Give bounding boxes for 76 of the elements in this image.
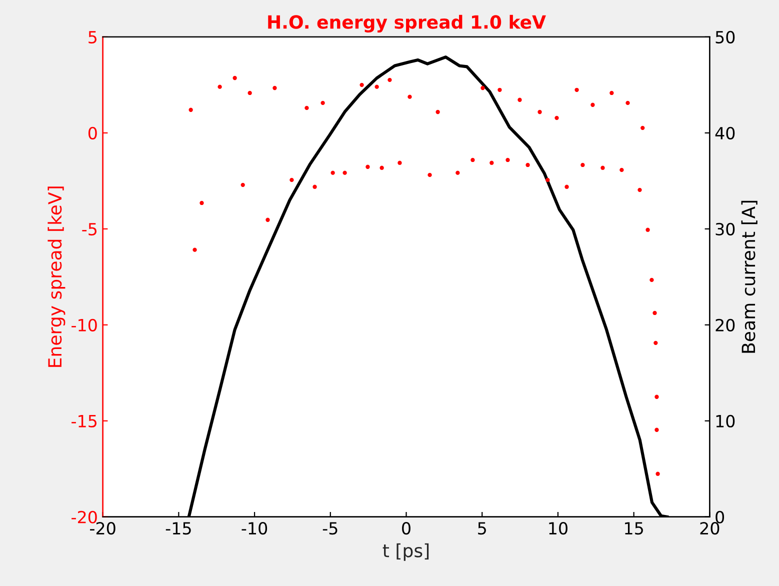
point bbox=[498, 88, 502, 92]
point bbox=[240, 182, 245, 188]
point bbox=[266, 218, 270, 222]
point bbox=[480, 86, 485, 90]
point bbox=[192, 248, 197, 252]
point bbox=[428, 172, 432, 178]
point bbox=[232, 76, 237, 80]
point bbox=[342, 170, 347, 175]
point bbox=[330, 170, 335, 175]
point bbox=[200, 200, 204, 206]
point bbox=[380, 166, 384, 170]
chart-title: H.O. energy spread 1.0 keV bbox=[268, 14, 546, 32]
y-tick-label: -10 bbox=[72, 318, 97, 332]
point bbox=[580, 162, 585, 168]
y-tick-label: -5 bbox=[82, 223, 97, 236]
point bbox=[554, 116, 559, 120]
point bbox=[470, 158, 475, 162]
y2-axis-title: Beam current [A] bbox=[741, 200, 758, 353]
point bbox=[610, 90, 614, 96]
point bbox=[218, 84, 222, 89]
y-tick-label: -20 bbox=[72, 510, 97, 524]
y2-tick-label: 30 bbox=[716, 222, 735, 236]
point bbox=[304, 106, 309, 110]
point bbox=[366, 164, 370, 169]
point bbox=[640, 126, 645, 130]
point bbox=[600, 166, 605, 170]
point bbox=[646, 228, 650, 232]
point bbox=[398, 160, 402, 165]
point bbox=[526, 162, 530, 168]
point bbox=[564, 184, 569, 189]
x-axis-title: t [ps] bbox=[382, 543, 429, 561]
point bbox=[320, 100, 325, 106]
point bbox=[456, 170, 460, 175]
point bbox=[652, 310, 657, 316]
y2-tick-label: 20 bbox=[716, 318, 735, 332]
point bbox=[546, 178, 550, 182]
point bbox=[290, 178, 294, 182]
point bbox=[506, 158, 510, 162]
point bbox=[248, 90, 252, 96]
x-tick-label: 15 bbox=[625, 522, 643, 535]
y-axis-title: Energy spread [keV] bbox=[48, 186, 66, 367]
y-tick-label: 0 bbox=[88, 126, 97, 140]
point bbox=[656, 472, 660, 476]
point bbox=[360, 82, 364, 87]
y2-tick-label: 0 bbox=[716, 510, 724, 524]
point bbox=[574, 88, 579, 92]
point bbox=[654, 340, 658, 346]
point bbox=[312, 184, 317, 189]
x-tick-label: -10 bbox=[242, 522, 268, 535]
point bbox=[654, 428, 659, 432]
point bbox=[654, 394, 659, 399]
x-tick-label: 20 bbox=[700, 522, 720, 535]
point bbox=[272, 86, 277, 90]
x-tick-label: 5 bbox=[478, 522, 486, 535]
point bbox=[518, 98, 522, 102]
point bbox=[620, 168, 624, 172]
point bbox=[590, 102, 595, 107]
point bbox=[638, 188, 642, 192]
y2-tick-label: 40 bbox=[715, 126, 735, 140]
point bbox=[388, 78, 392, 82]
point bbox=[650, 278, 654, 282]
y2-tick-label: 10 bbox=[716, 414, 735, 428]
y-tick-label: 5 bbox=[88, 31, 97, 44]
point bbox=[188, 108, 193, 112]
x-tick-label: -15 bbox=[166, 522, 191, 535]
y2-tick-label: 50 bbox=[716, 30, 735, 44]
point bbox=[374, 84, 379, 89]
point bbox=[436, 110, 440, 114]
point bbox=[490, 160, 494, 165]
point bbox=[538, 110, 542, 114]
x-tick-label: 0 bbox=[402, 522, 410, 535]
point bbox=[408, 94, 412, 99]
x-tick-label: -5 bbox=[322, 522, 338, 535]
point bbox=[626, 100, 630, 106]
y-tick-label: -15 bbox=[72, 415, 97, 428]
x-tick-label: 10 bbox=[549, 522, 568, 535]
